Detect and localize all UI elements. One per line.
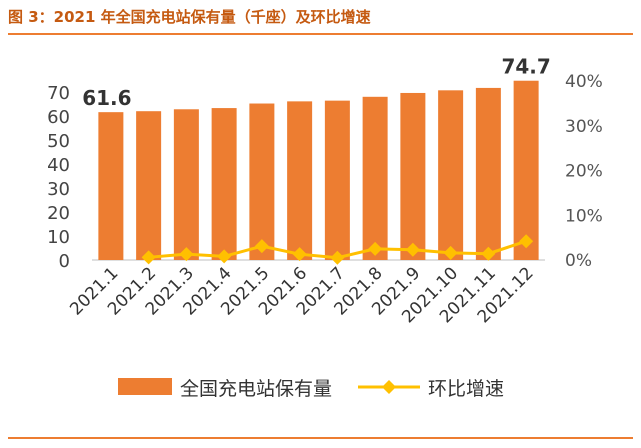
growth-marker — [179, 247, 194, 262]
growth-marker — [217, 249, 232, 264]
growth-marker — [368, 241, 383, 256]
bar — [249, 103, 275, 261]
bar-data-label: 61.6 — [82, 86, 131, 110]
legend-line-label: 环比增速 — [428, 378, 504, 400]
growth-marker — [254, 239, 269, 254]
bar — [362, 96, 388, 260]
right-axis-tick-label: 20% — [565, 162, 603, 182]
left-axis-tick-label: 10 — [47, 227, 70, 248]
bar — [324, 100, 350, 260]
right-axis-tick-label: 30% — [565, 117, 603, 137]
growth-marker — [141, 250, 156, 265]
bar — [400, 92, 426, 261]
right-axis-tick-label: 0% — [565, 251, 592, 271]
growth-marker — [292, 247, 307, 262]
bar — [211, 108, 237, 260]
bar-data-label: 74.7 — [501, 55, 550, 79]
bar — [173, 109, 199, 260]
bar — [475, 87, 501, 260]
growth-marker — [330, 250, 345, 265]
title-divider — [8, 33, 633, 35]
growth-marker — [481, 246, 496, 261]
left-axis-tick-label: 0 — [59, 251, 70, 272]
left-axis-tick-label: 40 — [47, 155, 70, 176]
legend-bar-swatch — [118, 378, 172, 395]
bar — [136, 111, 162, 260]
legend-bar-label: 全国充电站保有量 — [180, 378, 332, 400]
left-axis-tick-label: 50 — [47, 131, 70, 152]
growth-marker — [405, 242, 420, 257]
right-axis-tick-label: 40% — [565, 72, 603, 92]
left-axis-tick-label: 30 — [47, 179, 70, 200]
bar — [287, 101, 313, 260]
legend-line-marker — [382, 380, 396, 394]
left-axis-tick-label: 60 — [47, 107, 70, 128]
growth-marker — [519, 234, 534, 249]
bar — [513, 80, 539, 260]
bar — [98, 112, 124, 260]
bottom-divider — [8, 437, 633, 439]
left-axis-tick-label: 70 — [47, 83, 70, 104]
left-axis-tick-label: 20 — [47, 203, 70, 224]
bar — [438, 90, 464, 260]
chart-title: 图 3：2021 年全国充电站保有量（千座）及环比增速 — [8, 8, 371, 26]
growth-marker — [443, 245, 458, 260]
right-axis-tick-label: 10% — [565, 206, 603, 226]
